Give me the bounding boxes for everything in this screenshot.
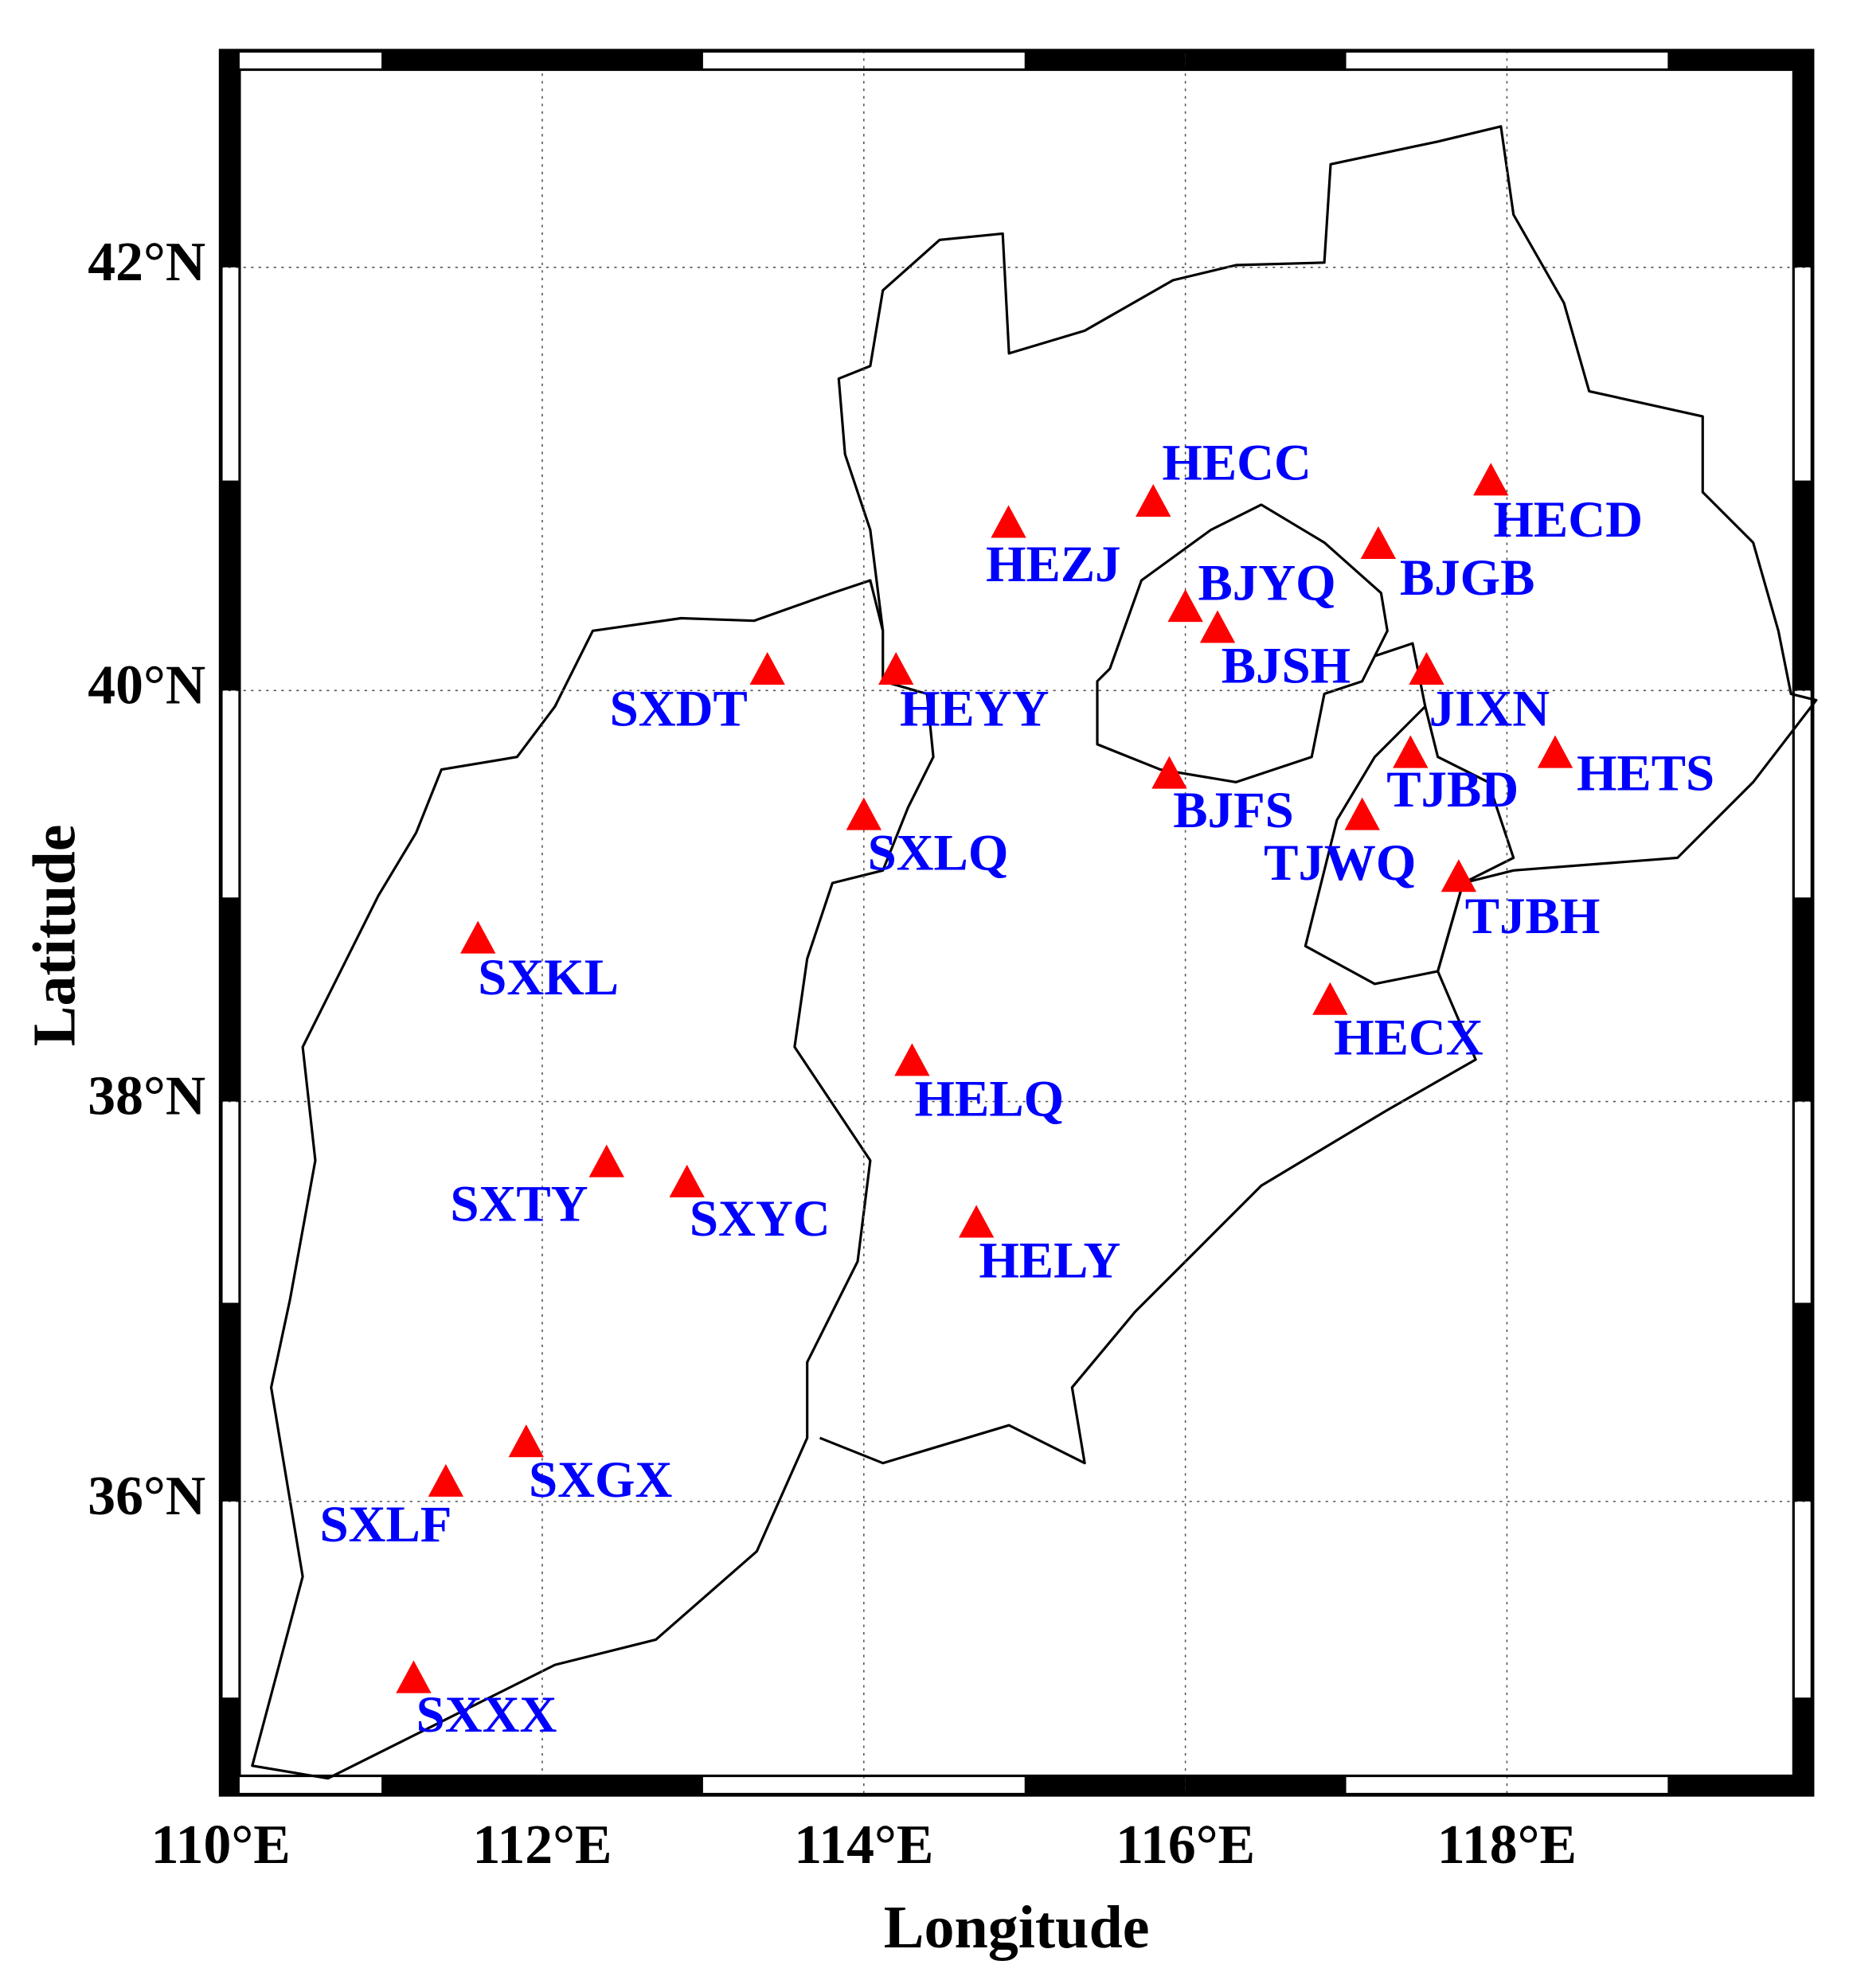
frame-segment (541, 1775, 703, 1795)
frame-segment (1793, 1303, 1813, 1502)
frame-segment (1185, 1775, 1347, 1795)
frame-segment (1667, 1775, 1813, 1795)
station-marker (1537, 735, 1573, 768)
x-tick-label: 112°E (472, 1814, 612, 1876)
frame-segment (1793, 480, 1813, 691)
station-marker (894, 1043, 930, 1076)
x-tick-label: 114°E (794, 1814, 933, 1876)
station-marker (1393, 735, 1429, 768)
station-label: HEZJ (986, 536, 1121, 593)
station-label: SXDT (610, 680, 748, 737)
station-marker (1167, 589, 1203, 623)
station-label: TJWQ (1264, 834, 1416, 892)
station-label: HECD (1493, 491, 1643, 549)
frame-segment (1793, 1697, 1813, 1795)
station-marker (1360, 525, 1397, 559)
station-label: HELY (979, 1232, 1120, 1289)
y-axis-title: Latitude (21, 824, 88, 1046)
station-marker (588, 1144, 624, 1178)
station-marker (1199, 610, 1236, 643)
station-label: HECX (1334, 1010, 1484, 1067)
frame-segment (1185, 50, 1347, 70)
boundaries (251, 125, 1818, 1780)
station-label: HETS (1577, 744, 1714, 802)
frame-segment (221, 50, 240, 268)
frame-segment (221, 480, 240, 691)
beijing-boundary (1096, 503, 1389, 783)
station-label: HECC (1162, 434, 1312, 491)
station-label: SXTY (450, 1175, 588, 1232)
station-marker (1136, 483, 1171, 517)
station-marker (669, 1164, 705, 1197)
station-marker (846, 797, 882, 830)
x-tick-label: 110°E (151, 1814, 291, 1876)
station-marker (749, 651, 785, 685)
station-label: HELQ (915, 1070, 1065, 1127)
station-marker (1151, 756, 1187, 789)
frame-segment (221, 897, 240, 1102)
frame-segment (381, 50, 542, 70)
station-label: SXXX (416, 1686, 557, 1744)
frame-segment (221, 1697, 240, 1795)
station-marker (1312, 982, 1348, 1015)
shanxi-boundary (251, 579, 935, 1780)
station-label: BJYQ (1198, 554, 1335, 611)
y-tick-label: 42°N (88, 232, 205, 293)
station-label: JIXN (1429, 680, 1550, 737)
station-label: BJFS (1173, 782, 1294, 839)
frame-segment (541, 50, 703, 70)
x-tick-label: 118°E (1437, 1814, 1577, 1876)
frame-segment (1793, 50, 1813, 268)
station-label: SXKL (478, 949, 619, 1006)
station-label: BJSH (1222, 637, 1351, 694)
station-marker (1409, 651, 1444, 685)
station-marker (1473, 463, 1509, 496)
y-tick-label: 40°N (88, 654, 205, 716)
station-marker (878, 651, 914, 685)
y-tick-label: 36°N (88, 1466, 205, 1527)
station-marker (1440, 859, 1477, 892)
frame-segment (1024, 50, 1186, 70)
station-marker (991, 505, 1026, 538)
tianjin-boundary (1304, 642, 1515, 986)
station-label: SXGX (529, 1451, 672, 1509)
y-tick-label: 38°N (88, 1066, 205, 1127)
x-tick-label: 116°E (1116, 1814, 1255, 1876)
station-label: BJGB (1400, 549, 1535, 607)
station-marker (1344, 797, 1380, 830)
x-axis-title: Longitude (884, 1894, 1150, 1961)
station-label: HEYY (900, 680, 1050, 737)
frame-segment (1793, 897, 1813, 1102)
frame-segment (1024, 1775, 1186, 1795)
station-marker (958, 1205, 995, 1238)
station-label: TJBD (1386, 761, 1519, 818)
frame-segment (1667, 50, 1813, 70)
station-marker (460, 920, 496, 954)
station-label: SXLF (319, 1496, 452, 1553)
station-label: SXYC (690, 1190, 831, 1248)
hebei-boundary (819, 125, 1818, 1465)
station-marker (396, 1660, 432, 1693)
frame-segment (381, 1775, 542, 1795)
station-marker (508, 1424, 544, 1458)
station-marker (428, 1463, 464, 1497)
frame-segment (221, 1303, 240, 1502)
station-label: SXLQ (868, 825, 1009, 882)
station-label: TJBH (1465, 888, 1601, 945)
